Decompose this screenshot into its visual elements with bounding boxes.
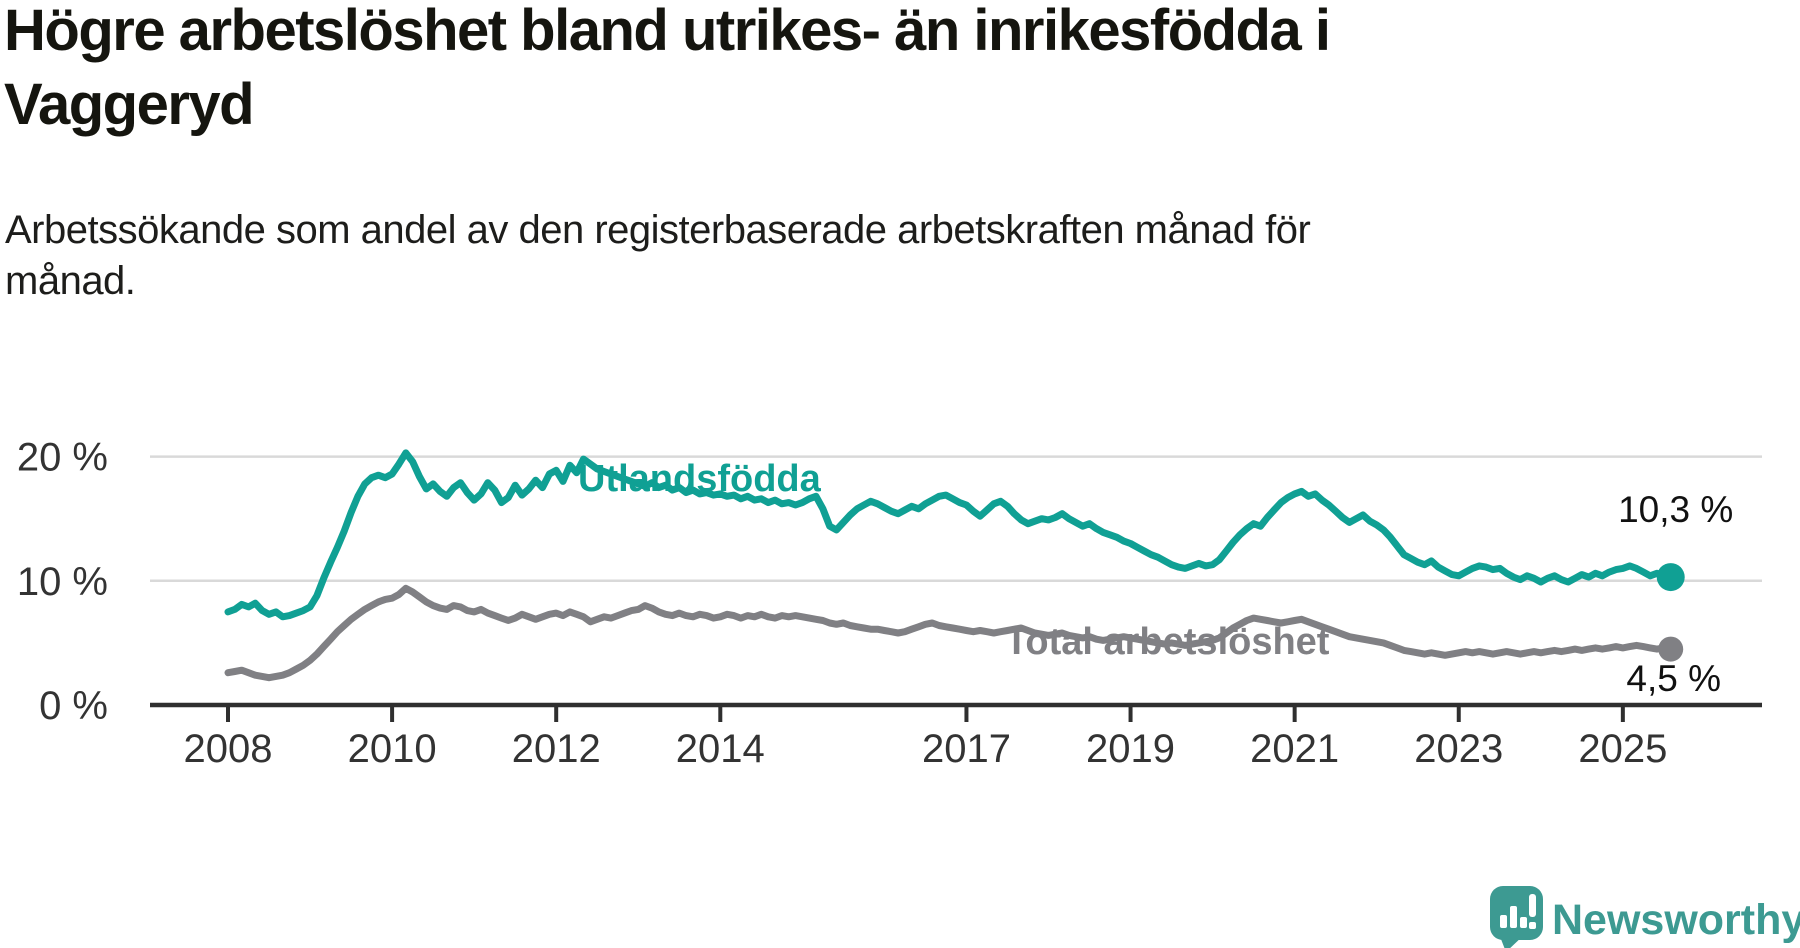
- total-arbetsloshet-line: [224, 584, 1675, 682]
- newsworthy-logo: Newsworthy: [1490, 886, 1800, 948]
- y-axis-tick-label: 10 %: [17, 560, 108, 604]
- x-axis-tick-label: 2012: [512, 727, 601, 771]
- x-tick-marks: [226, 705, 1625, 722]
- series-lines: [224, 449, 1685, 682]
- total-arbetsloshet-end-dot: [1658, 636, 1684, 662]
- total-arbetsloshet-series-label: Total arbetslöshet: [1005, 621, 1330, 663]
- x-tick-labels: 2008 2010 2012 2014 2017 2019 2021 2023 2025: [184, 727, 1668, 771]
- x-axis-tick-label: 2021: [1250, 727, 1339, 771]
- x-axis-tick-label: 2014: [676, 727, 765, 771]
- x-axis-tick-label: 2017: [922, 727, 1011, 771]
- x-axis-tick-label: 2023: [1414, 727, 1503, 771]
- utlandsfodda-series-label: Utlandsfödda: [578, 458, 822, 500]
- y-axis-tick-label: 20 %: [17, 436, 108, 480]
- page-title: Högre arbetslöshet bland utrikes- än inr…: [4, 0, 1331, 138]
- x-axis-tick-label: 2025: [1578, 727, 1667, 771]
- gridlines: [150, 455, 1762, 583]
- total-arbetsloshet-end-value-label: 4,5 %: [1626, 658, 1721, 699]
- utlandsfodda-line: [224, 449, 1675, 621]
- utlandsfodda-end-dot: [1656, 563, 1685, 592]
- utlandsfodda-end-value-label: 10,3 %: [1618, 489, 1733, 530]
- y-tick-labels: 0 % 10 % 20 %: [17, 436, 108, 728]
- x-axis-tick-label: 2008: [184, 727, 273, 771]
- x-axis-tick-label: 2010: [348, 727, 437, 771]
- x-axis-tick-label: 2019: [1086, 727, 1175, 771]
- brand-name: Newsworthy: [1552, 896, 1800, 944]
- y-axis-tick-label: 0 %: [39, 684, 108, 728]
- page-subtitle: Arbetssökande som andel av den registerb…: [5, 208, 1311, 304]
- speech-bubble-bar-chart-icon: [1490, 886, 1543, 948]
